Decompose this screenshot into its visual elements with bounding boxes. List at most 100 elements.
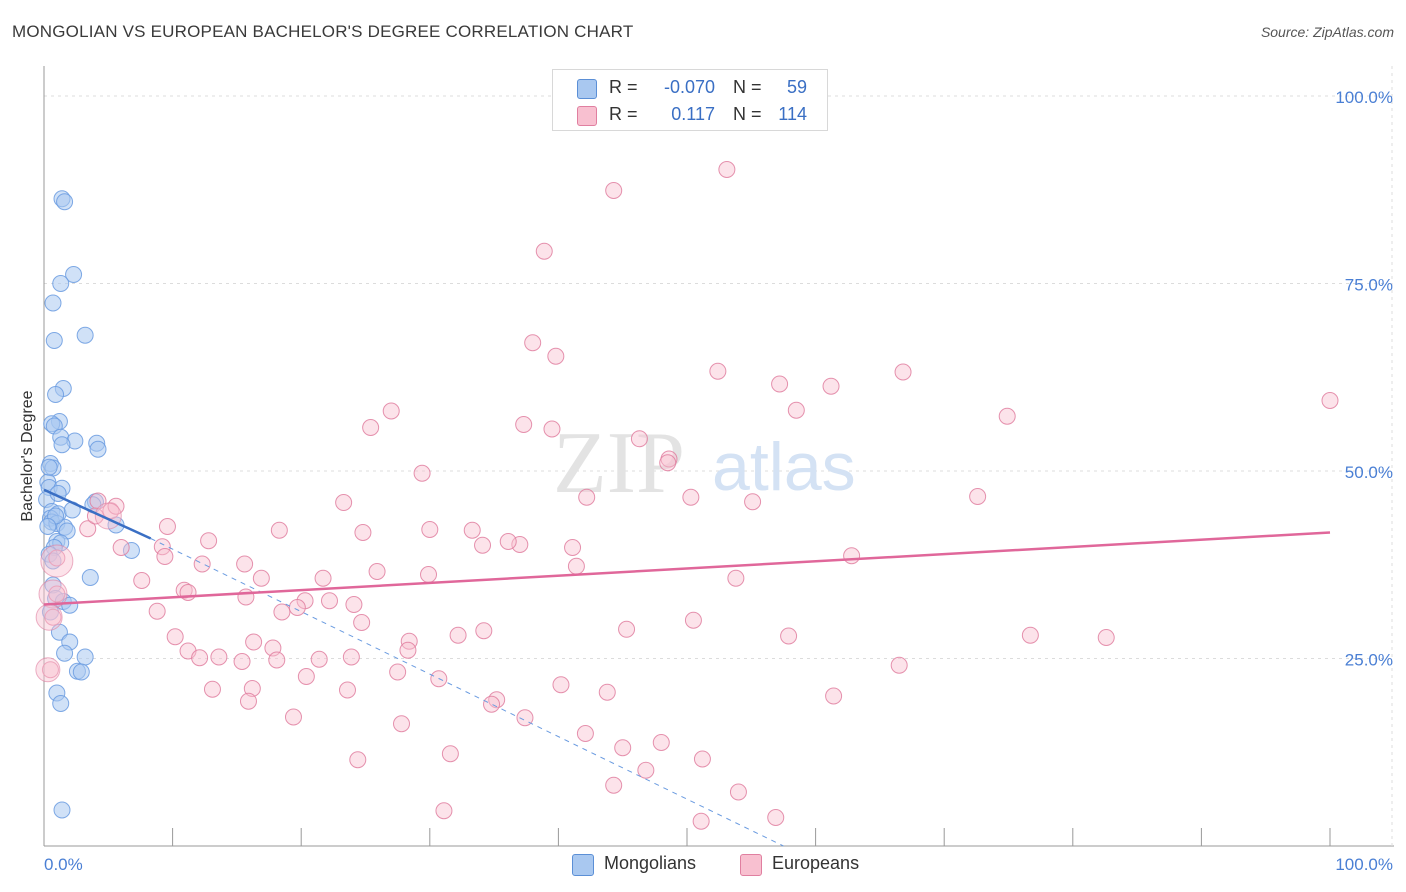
point-europeans-84 (243, 680, 261, 697)
point-europeans-76 (399, 641, 417, 659)
point-europeans-65 (1021, 626, 1039, 644)
point-mongolians-2 (65, 266, 83, 283)
point-mongolians-14 (53, 436, 71, 454)
point-europeans-23 (578, 488, 596, 506)
point-europeans-56 (320, 592, 338, 610)
point-europeans-108 (48, 585, 66, 603)
point-europeans-8 (822, 377, 840, 395)
point-europeans-large-2 (35, 603, 63, 631)
point-mongolians-1 (56, 193, 74, 211)
point-europeans-3 (524, 334, 542, 352)
trend-line-mongolians-extension (150, 538, 784, 847)
point-europeans-15 (362, 419, 380, 436)
point-europeans-100 (637, 761, 655, 779)
n-value: 59 (786, 77, 807, 97)
chart-title: MONGOLIAN VS EUROPEAN BACHELOR'S DEGREE … (12, 22, 634, 41)
point-europeans-73 (233, 653, 251, 670)
point-europeans-42 (236, 555, 254, 573)
n-value: 114 (778, 104, 807, 124)
point-europeans-97 (693, 750, 711, 768)
x-tick-label-0: 0.0% (44, 855, 83, 874)
point-europeans-105 (767, 809, 785, 826)
y-tick-label-2: 50.0% (1345, 463, 1393, 482)
n-label: N = (733, 77, 762, 97)
point-europeans-88 (488, 691, 506, 709)
point-europeans-14 (543, 420, 561, 438)
point-europeans-31 (463, 521, 481, 539)
point-europeans-11 (787, 401, 805, 419)
point-europeans-43 (567, 557, 585, 575)
point-europeans-46 (133, 572, 151, 589)
point-europeans-large-1 (38, 579, 68, 609)
point-mongolians-52 (52, 695, 70, 712)
point-mongolians-36 (122, 542, 140, 559)
mongolians-swatch (577, 79, 597, 99)
point-europeans-102 (729, 783, 747, 801)
correlation-legend: R = -0.070 N = 59 R = 0.117 N = 114 (552, 69, 828, 131)
point-europeans-82 (552, 676, 570, 694)
point-europeans-36 (564, 539, 582, 556)
point-europeans-39 (843, 547, 861, 565)
point-europeans-74 (268, 651, 286, 669)
point-europeans-30 (421, 521, 439, 538)
point-europeans-13 (515, 416, 533, 433)
point-mongolians-58 (39, 518, 57, 535)
point-mongolians-8 (47, 386, 65, 403)
point-europeans-0 (718, 161, 736, 178)
europeans-legend-label: Europeans (772, 853, 860, 873)
point-mongolians-48 (76, 648, 94, 666)
point-europeans-110 (41, 661, 59, 679)
point-europeans-55 (273, 603, 291, 621)
point-europeans-79 (389, 663, 407, 681)
series-mongolians (38, 190, 140, 819)
source-label: Source: ZipAtlas.com (1260, 24, 1394, 40)
point-europeans-40 (156, 548, 174, 565)
r-label: R = (609, 77, 638, 97)
point-europeans-93 (393, 715, 411, 733)
europeans-legend-swatch (740, 854, 762, 876)
point-europeans-29 (270, 521, 288, 539)
point-europeans-44 (368, 563, 386, 580)
point-mongolians-16 (89, 440, 107, 458)
point-europeans-69 (400, 632, 418, 650)
point-mongolians-47 (56, 644, 74, 662)
point-europeans-51 (179, 584, 197, 601)
point-europeans-107 (48, 549, 66, 567)
point-europeans-37 (112, 539, 130, 556)
n-label: N = (733, 104, 762, 124)
point-mongolians-50 (72, 663, 90, 681)
point-europeans-38 (153, 538, 171, 556)
point-europeans-59 (166, 628, 184, 646)
point-europeans-4 (547, 347, 565, 365)
y-tick-label-1: 75.0% (1345, 276, 1393, 295)
r-value: 0.117 (671, 104, 715, 124)
point-europeans-19 (413, 464, 431, 482)
point-mongolians-39 (81, 569, 99, 586)
point-europeans-95 (652, 734, 670, 751)
point-europeans-77 (342, 648, 360, 666)
point-europeans-2 (535, 242, 553, 260)
axes (43, 66, 1394, 847)
point-europeans-20 (682, 488, 700, 506)
point-europeans-32 (200, 532, 218, 550)
point-europeans-109 (44, 608, 62, 626)
legend-row-mongolians: R = -0.070 N = 59 (553, 75, 827, 101)
point-mongolians-55 (40, 458, 58, 476)
r-label: R = (609, 104, 638, 124)
mongolians-legend-swatch (572, 854, 594, 876)
point-europeans-61 (353, 614, 371, 631)
point-europeans-45 (420, 566, 438, 583)
point-europeans-21 (969, 488, 987, 505)
y-axis-label: Bachelor's Degree (19, 390, 36, 521)
point-europeans-57 (345, 596, 363, 613)
point-europeans-101 (605, 776, 623, 794)
point-europeans-68 (245, 633, 263, 651)
watermark-atlas: atlas (712, 429, 856, 505)
point-europeans-96 (614, 739, 632, 757)
point-europeans-67 (449, 626, 467, 644)
point-europeans-90 (239, 692, 257, 710)
legend-row-europeans: R = 0.117 N = 114 (553, 102, 827, 128)
europeans-swatch (577, 106, 597, 126)
point-europeans-62 (475, 622, 493, 640)
tick-labels: 100.0% 75.0% 50.0% 25.0% 0.0% 100.0% (44, 88, 1393, 874)
